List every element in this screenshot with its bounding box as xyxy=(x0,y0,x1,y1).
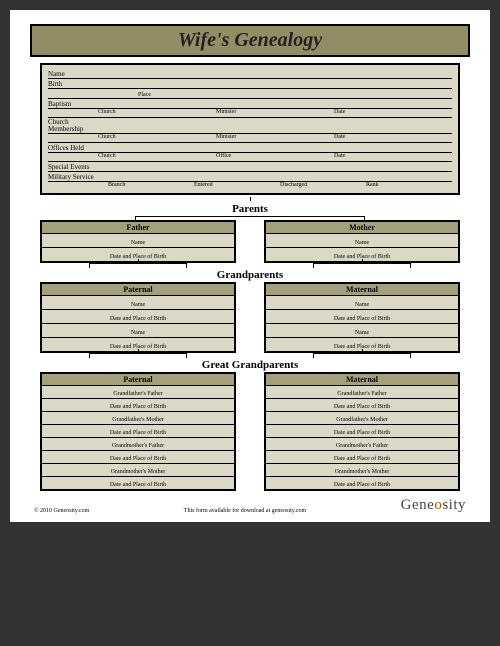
label-name: Name xyxy=(266,234,458,248)
label-minister: Minister xyxy=(216,109,334,117)
label-military: Military Service xyxy=(48,173,94,181)
label-gmf: Grandmother's Father xyxy=(266,438,458,451)
download-note: This form available for download at gene… xyxy=(184,508,306,514)
label-name: Name xyxy=(42,324,234,338)
paternal-head: Paternal xyxy=(42,284,234,296)
label-dpb: Date and Place of Birth xyxy=(266,477,458,489)
maternal-gp-box: Maternal Name Date and Place of Birth Na… xyxy=(264,282,460,353)
label-date: Date xyxy=(334,134,452,142)
page: Wife's Genealogy Name Birth Place Baptis… xyxy=(10,10,490,522)
label-dpb: Date and Place of Birth xyxy=(266,399,458,412)
section-parents: Parents xyxy=(30,203,470,215)
paternal-head: Paternal xyxy=(42,374,234,386)
mother-box: Mother Name Date and Place of Birth xyxy=(264,220,460,263)
label-dpb: Date and Place of Birth xyxy=(42,399,234,412)
label-name: Name xyxy=(42,234,234,248)
label-dpb: Date and Place of Birth xyxy=(266,310,458,324)
label-gfm: Grandfather's Mother xyxy=(42,412,234,425)
label-discharged: Discharged xyxy=(280,182,366,191)
subject-info-box: Name Birth Place Baptism Church Minister… xyxy=(40,63,460,195)
label-name: Name xyxy=(48,70,65,78)
label-church: Church xyxy=(98,109,216,117)
label-dpb: Date and Place of Birth xyxy=(42,310,234,324)
label-entered: Entered xyxy=(194,182,280,191)
label-place: Place xyxy=(138,92,151,98)
label-name: Name xyxy=(266,324,458,338)
maternal-ggp-box: Maternal Grandfather's Father Date and P… xyxy=(264,372,460,491)
label-gmm: Grandmother's Mother xyxy=(42,464,234,477)
label-church-membership: Church Membership xyxy=(48,119,83,133)
father-head: Father xyxy=(42,222,234,234)
label-office: Office xyxy=(216,153,334,161)
label-branch: Branch xyxy=(108,182,194,191)
page-title: Wife's Genealogy xyxy=(30,24,470,57)
mother-head: Mother xyxy=(266,222,458,234)
label-dpb: Date and Place of Birth xyxy=(266,451,458,464)
label-gmf: Grandmother's Father xyxy=(42,438,234,451)
label-dpb: Date and Place of Birth xyxy=(266,425,458,438)
label-name: Name xyxy=(266,296,458,310)
label-date: Date xyxy=(334,153,452,161)
label-offices: Offices Held xyxy=(48,144,84,152)
label-dpb: Date and Place of Birth xyxy=(42,425,234,438)
paternal-ggp-box: Paternal Grandfather's Father Date and P… xyxy=(40,372,236,491)
paternal-gp-box: Paternal Name Date and Place of Birth Na… xyxy=(40,282,236,353)
label-dpb: Date and Place of Birth xyxy=(42,477,234,489)
label-minister: Minister xyxy=(216,134,334,142)
label-gff: Grandfather's Father xyxy=(42,386,234,399)
label-gmm: Grandmother's Mother xyxy=(266,464,458,477)
parents-row: Father Name Date and Place of Birth Moth… xyxy=(40,220,460,263)
label-gfm: Grandfather's Mother xyxy=(266,412,458,425)
label-gff: Grandfather's Father xyxy=(266,386,458,399)
footer: © 2010 Geneosity.com This form available… xyxy=(30,497,470,514)
father-box: Father Name Date and Place of Birth xyxy=(40,220,236,263)
label-date: Date xyxy=(334,109,452,117)
label-dpb: Date and Place of Birth xyxy=(42,451,234,464)
maternal-head: Maternal xyxy=(266,284,458,296)
label-birth: Birth xyxy=(48,80,62,88)
label-events: Special Events xyxy=(48,163,89,171)
maternal-head: Maternal xyxy=(266,374,458,386)
section-grandparents: Grandparents xyxy=(30,269,470,281)
label-baptism: Baptism xyxy=(48,100,71,108)
label-church: Church xyxy=(98,153,216,161)
great-grandparents-row: Paternal Grandfather's Father Date and P… xyxy=(40,372,460,491)
label-church: Church xyxy=(98,134,216,142)
label-name: Name xyxy=(42,296,234,310)
label-rank: Rank xyxy=(366,182,452,191)
copyright: © 2010 Geneosity.com xyxy=(34,508,89,514)
grandparents-row: Paternal Name Date and Place of Birth Na… xyxy=(40,282,460,353)
section-great-grandparents: Great Grandparents xyxy=(30,359,470,371)
brand-logo: Geneosity xyxy=(401,497,466,514)
